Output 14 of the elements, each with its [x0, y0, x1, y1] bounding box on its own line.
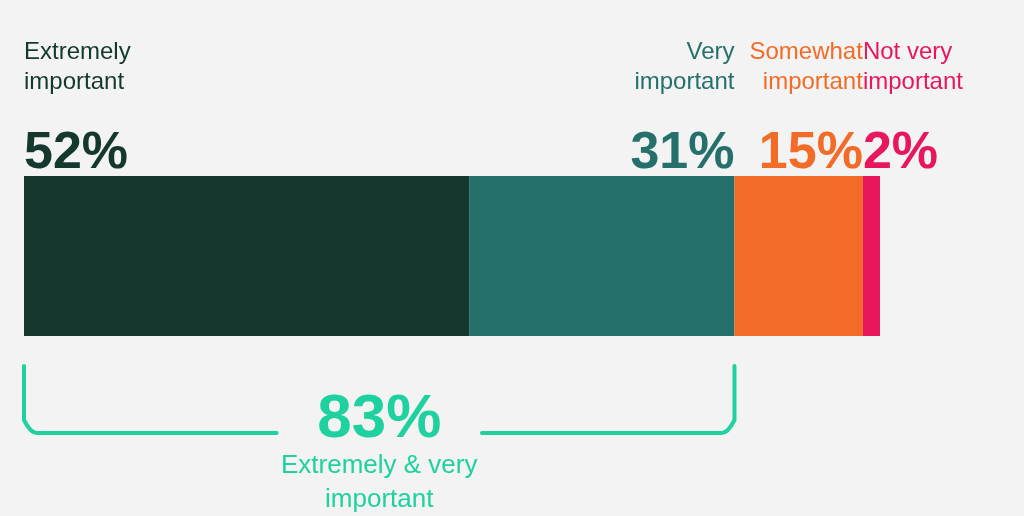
data-label: 15% — [758, 121, 863, 179]
bar — [734, 176, 863, 336]
text: Not very important — [862, 37, 964, 94]
bar — [862, 176, 880, 336]
data-label: 2% — [862, 121, 939, 179]
data-label: 52% — [24, 121, 129, 179]
data-label: 31% — [630, 121, 735, 179]
text: Extremely & very important — [280, 449, 478, 513]
bar — [24, 176, 470, 336]
text: 83% — [317, 381, 442, 450]
bar — [469, 176, 735, 336]
text: Somewhat important — [749, 37, 864, 94]
text: Extremely important — [24, 37, 131, 94]
text: Very important — [634, 37, 735, 94]
